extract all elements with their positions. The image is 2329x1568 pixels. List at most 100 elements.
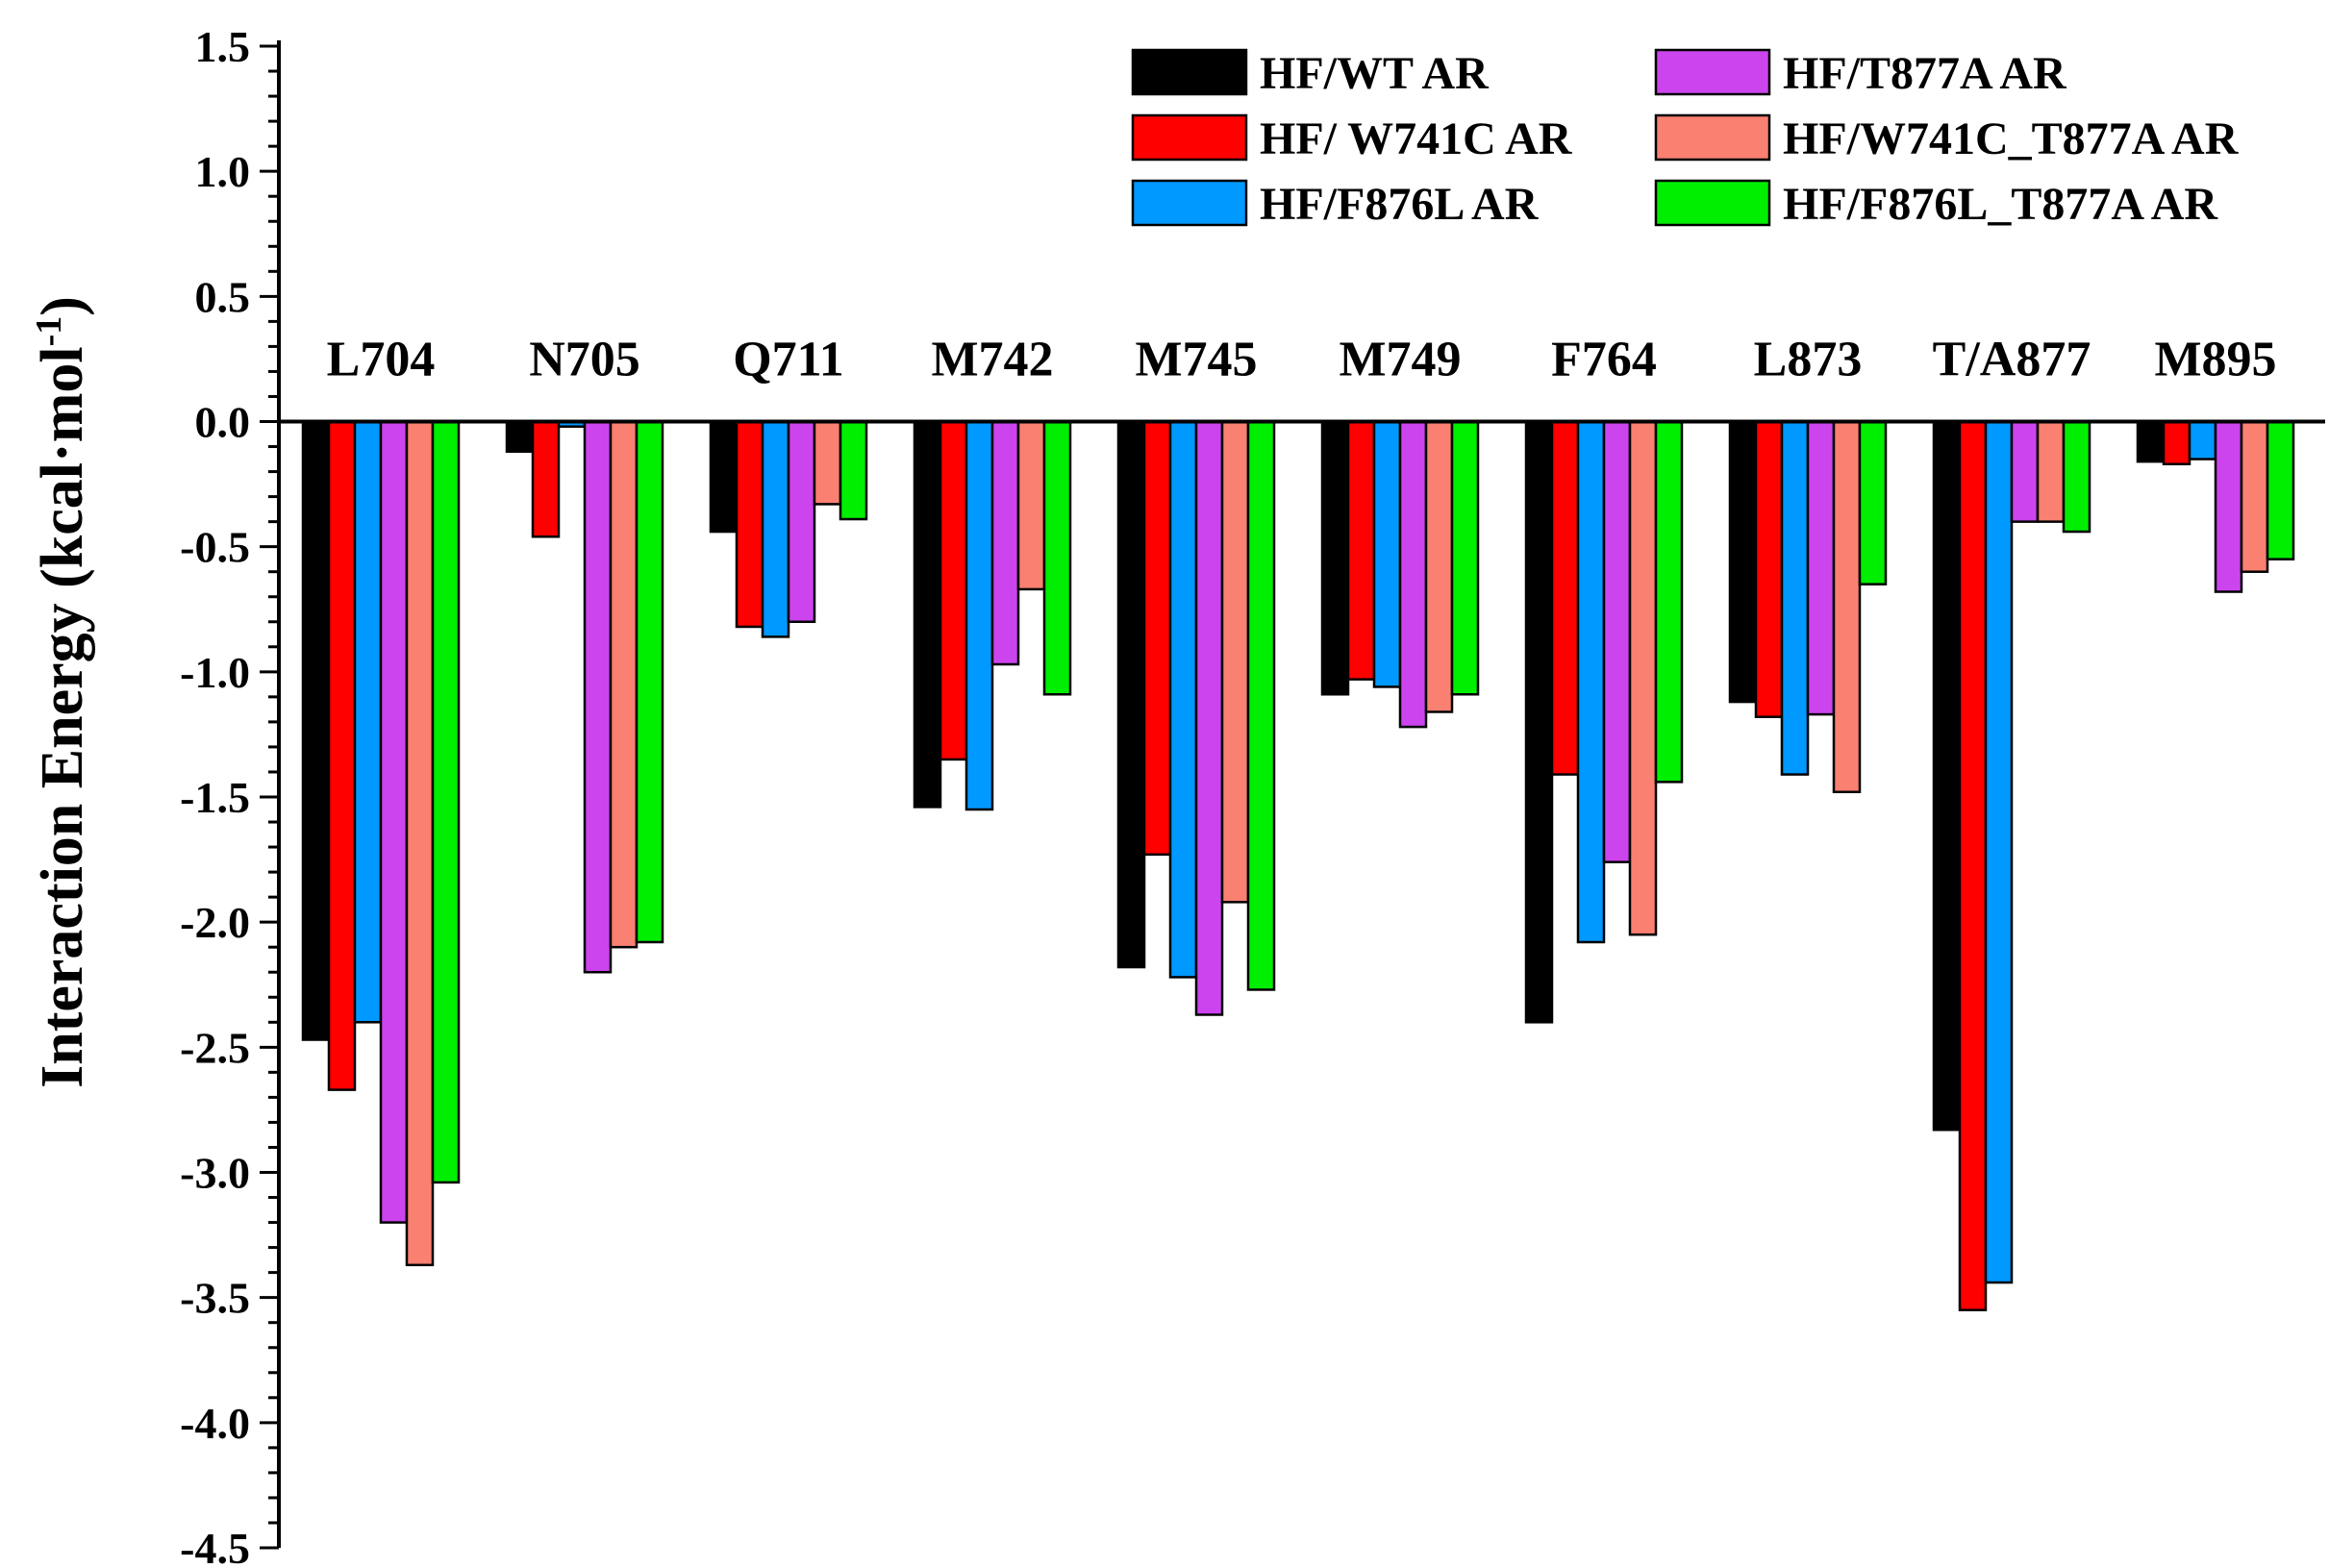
bar-T-A877-series-2 [1958, 420, 1988, 1311]
bar-T-A877-series-5 [2036, 420, 2066, 523]
bar-L873-series-5 [1832, 420, 1862, 794]
bar-M895-series-1 [2136, 420, 2166, 463]
category-label: M745 [1135, 333, 1257, 387]
legend-swatch [1131, 113, 1248, 162]
bar-layer: L704 N705 Q711 M742 M745 M749 F764 L873 T/A877 M8… [301, 333, 2295, 1311]
bar-M745-series-5 [1220, 420, 1250, 904]
category-label: L704 [327, 333, 436, 387]
y-axis-title-suffix: ) [30, 296, 95, 316]
bar-Q711-series-3 [761, 420, 790, 638]
bar-Q711-series-6 [839, 420, 868, 521]
legend-label: HF/ W741C AR [1260, 113, 1573, 164]
bar-Q711-series-2 [735, 420, 764, 629]
bar-M895-series-6 [2266, 420, 2295, 560]
bar-L873-series-4 [1806, 420, 1836, 716]
bar-N705-series-5 [609, 420, 639, 949]
bar-Q711-series-5 [813, 420, 842, 506]
legend-swatch [1654, 48, 1771, 96]
bar-N705-series-4 [583, 420, 613, 974]
y-axis-title-main: Interaction Energy (kcal·mol [30, 346, 95, 1087]
bar-L704-series-6 [431, 420, 461, 1184]
y-tick-label: 1.5 [195, 22, 251, 71]
y-tick-label: 0.5 [195, 272, 251, 321]
bar-L873-series-2 [1754, 420, 1784, 718]
y-tick-label: -4.0 [180, 1399, 250, 1448]
bar-T-A877-series-4 [2010, 420, 2040, 523]
bar-M745-series-2 [1142, 420, 1172, 857]
bar-F764-series-2 [1550, 420, 1580, 776]
bar-L704-series-5 [405, 420, 435, 1267]
y-tick-label: 1.0 [195, 147, 251, 196]
bar-F764-series-1 [1524, 420, 1554, 1024]
bar-F764-series-5 [1628, 420, 1658, 936]
y-tick-label: -3.0 [180, 1149, 250, 1198]
legend-label: HF/F876L AR [1260, 179, 1540, 230]
bar-M742-series-3 [964, 420, 994, 811]
bar-N705-series-2 [531, 420, 561, 538]
bar-M742-series-5 [1016, 420, 1046, 591]
bar-M742-series-4 [990, 420, 1020, 666]
legend: HF/WT AR HF/ W741C AR HF/F876L AR HF/T877A … [1131, 48, 2240, 230]
bar-M745-series-6 [1246, 420, 1276, 991]
bar-L704-series-1 [301, 420, 331, 1041]
category-label: M749 [1339, 333, 1461, 387]
y-tick-label: -1.0 [180, 648, 250, 697]
y-tick-label: -0.5 [180, 523, 250, 572]
category-label: L873 [1754, 333, 1863, 387]
legend-label: HF/T877A AR [1783, 48, 2067, 99]
bar-M742-series-2 [939, 420, 968, 761]
bar-M742-series-6 [1042, 420, 1072, 696]
y-tick-label: -3.5 [180, 1274, 250, 1323]
bar-F764-series-3 [1576, 420, 1606, 944]
bar-F764-series-6 [1654, 420, 1684, 784]
y-tick-label: -2.0 [180, 898, 250, 947]
legend-swatch [1654, 179, 1771, 227]
bar-N705-series-1 [505, 420, 535, 453]
bar-L873-series-1 [1728, 420, 1758, 704]
bar-F764-series-4 [1602, 420, 1632, 863]
bar-M895-series-3 [2188, 420, 2217, 460]
bar-L873-series-6 [1858, 420, 1888, 585]
category-label: M742 [931, 333, 1053, 387]
axes-layer: 1.5 1.0 0.5 0.0 -0.5 -1.0 -1.5 -2.0 -2.5 -3.0 -3.5… [180, 22, 2325, 1568]
legend-label: HF/WT AR [1260, 48, 1490, 99]
bar-M742-series-1 [913, 420, 942, 809]
bar-M749-series-2 [1346, 420, 1376, 681]
bar-M749-series-6 [1450, 420, 1480, 696]
bar-Q711-series-1 [709, 420, 739, 534]
bar-L704-series-4 [379, 420, 409, 1224]
category-label: N705 [529, 333, 640, 387]
category-label: T/A877 [1933, 333, 2091, 387]
y-tick-label: -1.5 [180, 773, 250, 822]
legend-swatch [1654, 113, 1771, 162]
legend-swatch [1131, 179, 1248, 227]
y-tick-label: -4.5 [180, 1524, 250, 1568]
y-axis-title-superscript: -1 [29, 316, 69, 347]
bar-M749-series-4 [1398, 420, 1428, 729]
bar-M895-series-2 [2162, 420, 2191, 466]
y-tick-label: -2.5 [180, 1023, 250, 1072]
bar-L704-series-2 [327, 420, 357, 1091]
bar-T-A877-series-3 [1984, 420, 2014, 1284]
category-label: Q711 [733, 333, 844, 387]
bar-N705-series-6 [635, 420, 664, 944]
bar-M895-series-4 [2214, 420, 2243, 593]
bar-L704-series-3 [353, 420, 383, 1024]
bar-M745-series-3 [1168, 420, 1198, 979]
bar-M895-series-5 [2240, 420, 2269, 573]
bar-L873-series-3 [1780, 420, 1810, 776]
bar-T-A877-series-1 [1932, 420, 1962, 1132]
bar-M745-series-1 [1116, 420, 1146, 969]
y-axis-title: Interaction Energy (kcal·mol-1) [29, 296, 95, 1088]
y-tick-label: 0.0 [195, 398, 251, 447]
bar-Q711-series-4 [787, 420, 816, 624]
bar-M749-series-3 [1372, 420, 1402, 688]
bar-M749-series-1 [1320, 420, 1350, 696]
bar-M749-series-5 [1424, 420, 1454, 713]
legend-label: HF/W741C_T877A AR [1783, 113, 2240, 164]
category-label: M895 [2154, 333, 2276, 387]
category-label: F764 [1551, 333, 1657, 387]
legend-swatch [1131, 48, 1248, 96]
bar-T-A877-series-6 [2062, 420, 2091, 534]
